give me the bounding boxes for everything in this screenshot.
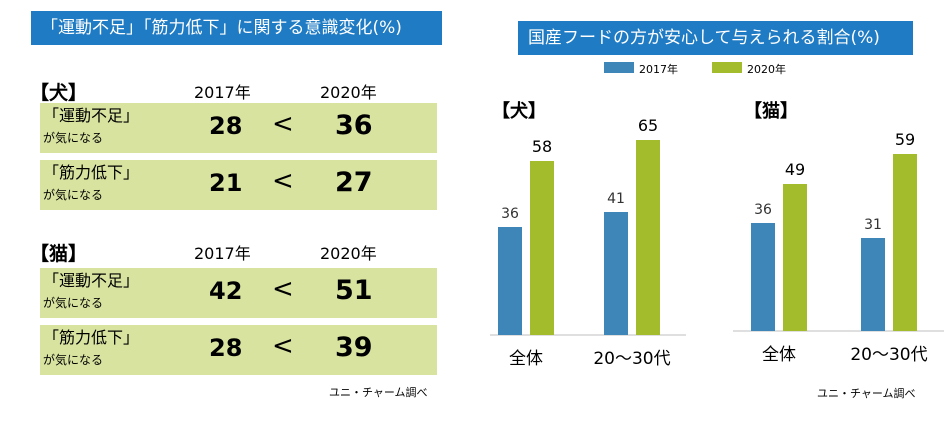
data-label: 65 [638, 116, 658, 135]
cat-year-2020: 2020年 [320, 244, 377, 263]
legend-label-2020: 2020年 [747, 63, 786, 76]
data-label: 36 [501, 206, 519, 222]
legend-label-2017: 2017年 [639, 63, 678, 76]
row-sublabel: が気になる [43, 188, 104, 202]
data-label: 59 [895, 130, 915, 149]
chart-title: 【猫】 [744, 100, 798, 122]
right-source-note: ユニ・チャーム調べ [817, 387, 916, 400]
row-sublabel: が気になる [43, 296, 104, 310]
value-2017: 42 [209, 277, 243, 305]
row-label: 「筋力低下」 [43, 328, 140, 347]
left-source-note: ユニ・チャーム調べ [329, 386, 428, 399]
chart-title: 【犬】 [492, 100, 546, 122]
value-2020: 51 [335, 275, 373, 306]
value-2020: 36 [335, 110, 373, 141]
dog-year-2020: 2020年 [320, 83, 377, 102]
row-label: 「筋力低下」 [43, 163, 140, 182]
cat-row-exercise: 「運動不足」 が気になる 42 < 51 [40, 268, 437, 318]
data-label: 31 [864, 217, 882, 233]
less-than-sign: < [272, 274, 294, 304]
category-label: 全体 [762, 345, 796, 365]
less-than-sign: < [272, 166, 294, 196]
data-label: 58 [532, 137, 552, 156]
bar [530, 161, 554, 335]
bar [636, 140, 660, 335]
value-2017: 21 [209, 169, 243, 197]
bar [861, 238, 885, 331]
less-than-sign: < [272, 331, 294, 361]
data-label: 36 [754, 202, 772, 218]
row-sublabel: が気になる [43, 131, 104, 145]
bar [498, 227, 522, 335]
legend-swatch-2017 [604, 62, 634, 73]
value-2017: 28 [209, 334, 243, 362]
bar [783, 184, 807, 331]
category-label: 20〜30代 [850, 345, 927, 365]
bar [604, 212, 628, 335]
dog-year-2017: 2017年 [194, 83, 251, 102]
cat-year-2017: 2017年 [194, 244, 251, 263]
category-label: 20〜30代 [593, 349, 670, 369]
row-sublabel: が気になる [43, 353, 104, 367]
dog-section-title: 【犬】 [30, 82, 88, 104]
right-panel-header: 国産フードの方が安心して与えられる割合(%) [518, 21, 913, 55]
cat-row-muscle: 「筋力低下」 が気になる 28 < 39 [40, 325, 437, 375]
value-2020: 39 [335, 332, 373, 363]
dog-row-muscle: 「筋力低下」 が気になる 21 < 27 [40, 160, 437, 210]
value-2020: 27 [335, 167, 373, 198]
less-than-sign: < [272, 109, 294, 139]
row-label: 「運動不足」 [43, 271, 140, 290]
legend-swatch-2020 [712, 62, 742, 73]
cat-section-title: 【猫】 [30, 243, 88, 265]
category-label: 全体 [509, 349, 543, 369]
row-label: 「運動不足」 [43, 106, 140, 125]
data-label: 49 [785, 160, 805, 179]
value-2017: 28 [209, 112, 243, 140]
dog-row-exercise: 「運動不足」 が気になる 28 < 36 [40, 103, 437, 153]
data-label: 41 [607, 191, 625, 207]
bar [751, 223, 775, 331]
left-panel-header: 「運動不足」「筋力低下」に関する意識変化(%) [31, 11, 442, 45]
bar [893, 154, 917, 331]
